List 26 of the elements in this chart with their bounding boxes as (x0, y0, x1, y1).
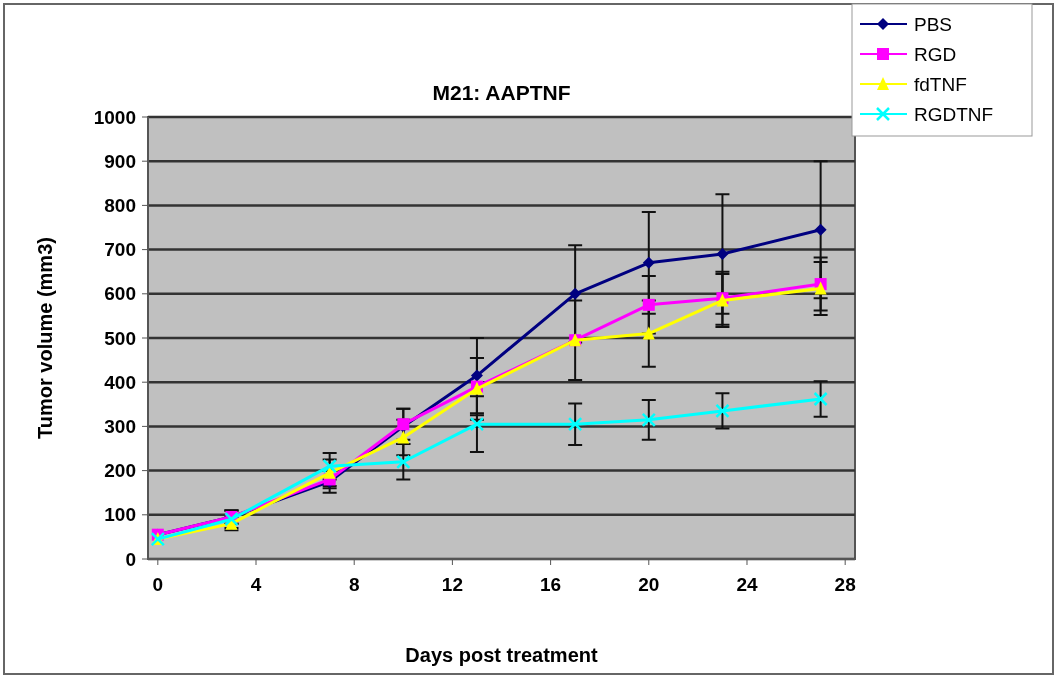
y-tick-label: 900 (104, 150, 136, 172)
x-tick-label: 8 (348, 574, 360, 595)
legend-label: PBS (914, 13, 953, 35)
chart-title: M21: AAPTNF (432, 81, 571, 104)
y-tick-label: 300 (104, 416, 136, 438)
y-tick-label: 700 (104, 239, 136, 261)
x-tick-label: 24 (736, 574, 758, 595)
y-tick-label: 1000 (93, 106, 136, 128)
x-tick-label: 12 (441, 574, 463, 595)
legend-label: RGDTNF (914, 103, 994, 125)
legend-label: RGD (914, 43, 957, 65)
x-axis-title: Days post treatment (405, 644, 598, 666)
y-tick-label: 400 (104, 371, 136, 393)
x-tick-label: 16 (540, 574, 562, 595)
y-tick-label: 500 (104, 327, 136, 349)
legend-label: fdTNF (914, 73, 967, 95)
x-tick-label: 4 (250, 574, 262, 595)
x-tick-label: 28 (834, 574, 856, 595)
y-tick-label: 100 (104, 504, 136, 526)
y-tick-label: 800 (104, 195, 136, 217)
y-tick-label: 0 (125, 548, 136, 570)
x-tick-label: 20 (638, 574, 660, 595)
y-tick-label: 600 (104, 283, 136, 305)
y-tick-label: 200 (104, 460, 136, 482)
x-tick-label: 0 (152, 574, 164, 595)
y-axis-title: Tumor volume (mm3) (34, 237, 56, 439)
